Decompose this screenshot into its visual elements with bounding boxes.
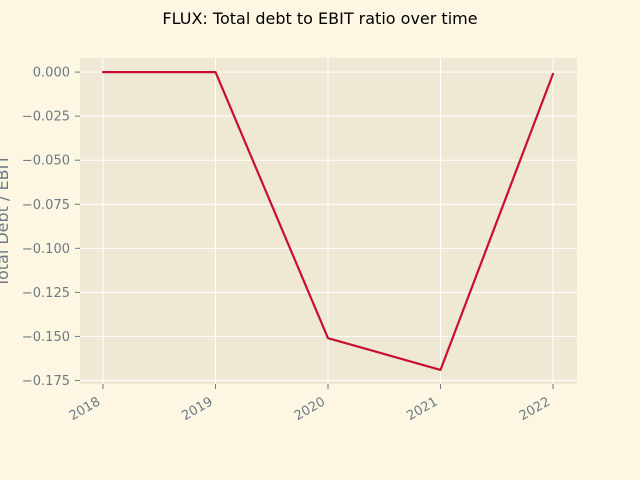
y-tick-label: 0.000 [33,66,70,81]
y-tick-label: −0.050 [22,154,70,169]
grid [80,58,577,384]
y-tick-label: −0.150 [22,330,70,345]
series-layer [101,70,555,372]
series-line [101,70,555,372]
y-tick-label: −0.175 [22,374,70,389]
y-tick-label: −0.075 [22,198,70,213]
y-tick-label: −0.025 [22,110,70,125]
y-axis-title: Total Debt / EBIT [0,155,12,288]
y-tick-label: −0.100 [22,242,70,257]
chart-title: FLUX: Total debt to EBIT ratio over time [162,9,477,28]
y-tick-label: −0.125 [22,286,70,301]
y-axis-ticks: 0.000 −0.025 −0.050 −0.075 −0.100 −0.125 −0.15… [22,66,80,389]
